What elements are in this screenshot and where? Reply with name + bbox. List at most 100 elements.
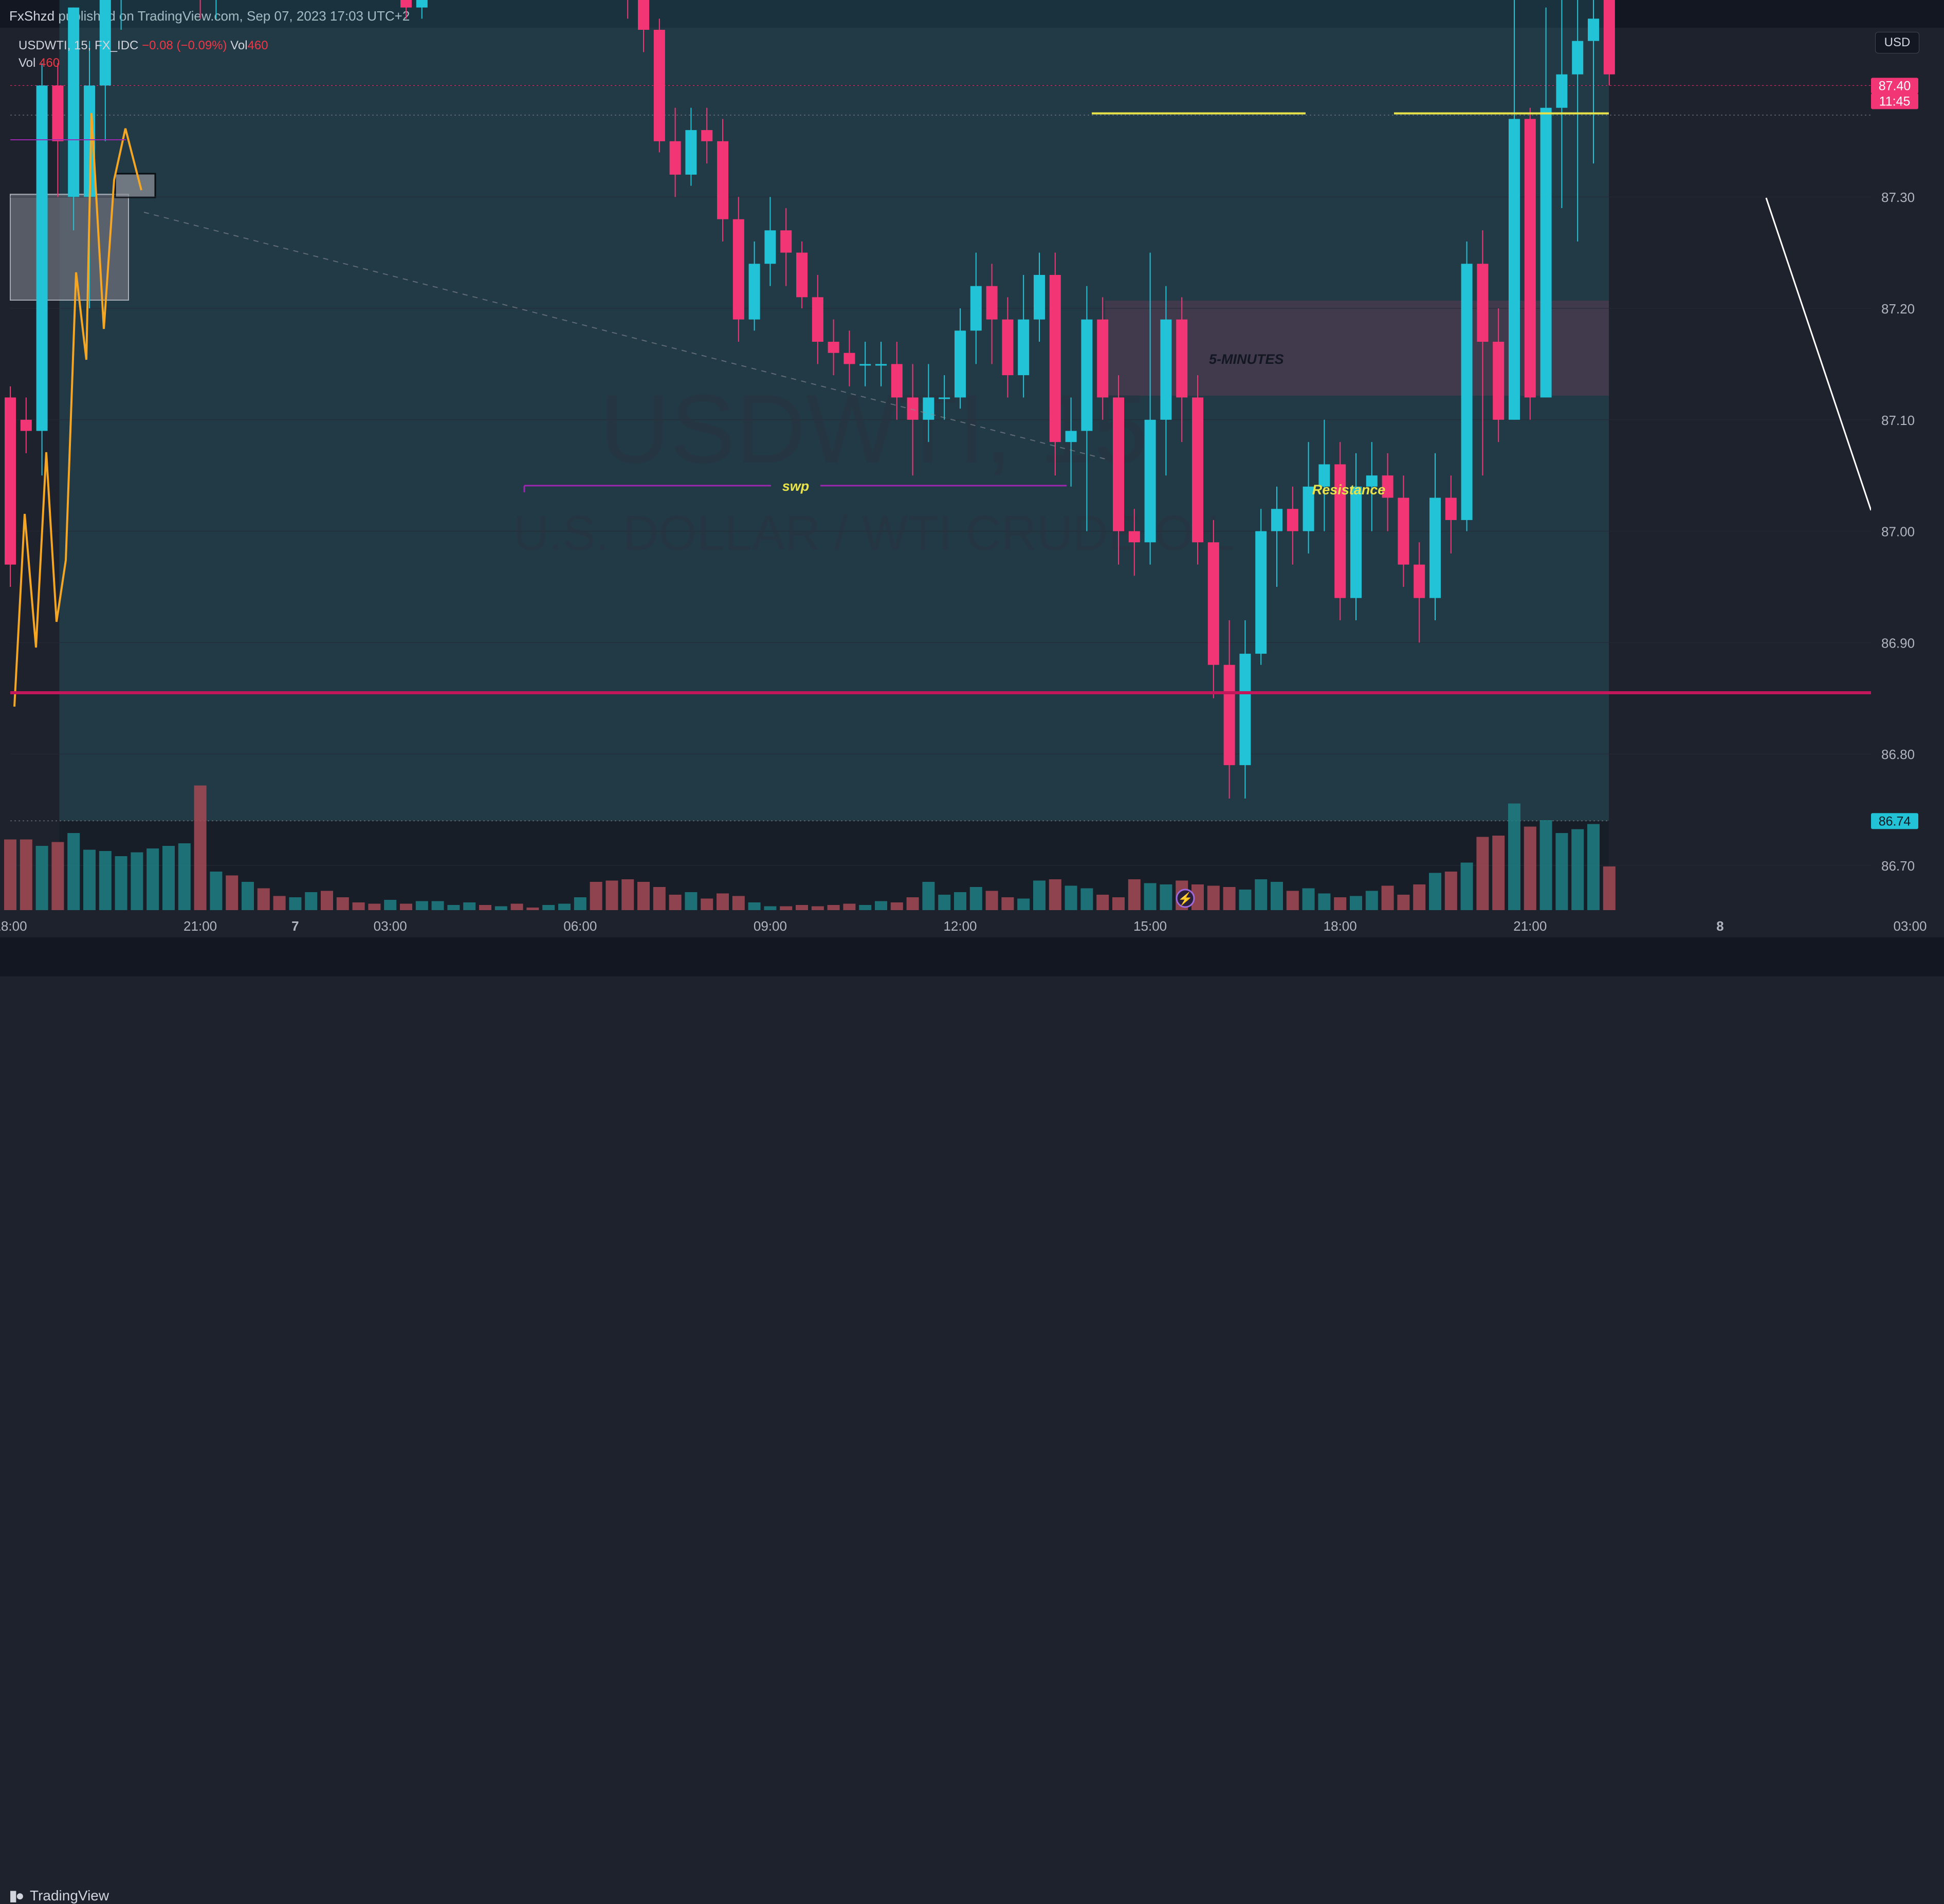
candle-body: [1176, 319, 1188, 398]
time-tick-label: 09:00: [754, 918, 787, 934]
volume-bar: [811, 906, 824, 910]
volume-bar: [843, 903, 856, 910]
volume-bar: [969, 887, 982, 910]
volume-bar: [1492, 836, 1505, 910]
projection-line: [1765, 197, 1872, 511]
candle-body: [1113, 397, 1124, 531]
candle-body: [986, 286, 998, 320]
legend: USDWTI, 15, FX_IDC −0.08 (−0.09%) Vol460…: [19, 37, 268, 72]
price-axis: 88.1088.0087.9087.8087.7087.6087.5087.40…: [1871, 28, 1944, 910]
grey-box-zone: [10, 194, 129, 301]
candle-body: [416, 0, 428, 8]
volume-bar: [415, 901, 428, 910]
time-tick-label: 03:00: [374, 918, 407, 934]
volume-bar: [1397, 895, 1410, 910]
candle-body: [1160, 319, 1172, 420]
candle-body: [1303, 486, 1314, 531]
candle-body: [732, 219, 744, 320]
candle-body: [1128, 531, 1140, 543]
time-tick-label: 18:00: [1324, 918, 1357, 934]
legend-vol-value: 460: [247, 39, 268, 52]
candle-body: [1477, 264, 1489, 342]
volume-bar: [637, 882, 650, 910]
legend-symbol[interactable]: USDWTI, 15, FX_IDC: [19, 39, 139, 52]
candle-body: [796, 252, 808, 298]
candle-body: [780, 230, 792, 253]
volume-bar: [273, 896, 286, 910]
volume-bar: [827, 905, 840, 910]
time-tick-label: 21:00: [184, 918, 217, 934]
candle-body: [1034, 274, 1045, 320]
volume-bar: [352, 902, 365, 910]
price-tick-label: 87.30: [1881, 190, 1915, 205]
volume-bar: [368, 903, 381, 910]
price-tick-label: 86.70: [1881, 858, 1915, 874]
volume-bar: [178, 843, 191, 910]
volume-bar: [1318, 893, 1331, 910]
candle-body: [1366, 475, 1378, 487]
currency-button[interactable]: USD: [1875, 32, 1919, 53]
volume-bar: [4, 839, 16, 910]
tradingview-logo[interactable]: ▮● TradingView: [9, 1887, 109, 1904]
volume-bar: [1207, 885, 1220, 910]
candle-body: [1239, 654, 1251, 765]
volume-bar: [400, 903, 412, 910]
volume-bar: [1350, 896, 1362, 910]
volume-bar: [1271, 882, 1283, 910]
volume-bar: [305, 892, 318, 910]
volume-bar: [494, 906, 507, 910]
candle-body: [52, 85, 64, 141]
volume-layer: [4, 785, 1616, 910]
candle-body: [1207, 542, 1219, 665]
candle-body: [828, 342, 839, 353]
candle-body: [1287, 509, 1298, 531]
price-badge-bg: [1871, 78, 1918, 94]
price-chart[interactable]: USDWTI, 15 U.S. DOLLAR / WTI CRUDE OIL 5…: [0, 0, 1944, 976]
price-badge: 87.40: [1871, 78, 1918, 94]
volume-bar: [1255, 879, 1268, 910]
volume-bar: [1017, 898, 1030, 910]
candles-layer: [5, 0, 1615, 799]
price-badge-text: 11:45: [1879, 94, 1911, 108]
candle-body: [669, 141, 681, 175]
volume-bar: [606, 880, 618, 910]
candle-body: [1318, 464, 1330, 487]
replay-icon: [1176, 889, 1195, 908]
price-badge-bg: [1871, 93, 1918, 109]
volume-bar: [1080, 888, 1093, 910]
volume-bar: [226, 875, 239, 910]
time-axis: 18:00 21:00 7 03:00 06:00 09:00 12:00 15:00 18:0…: [0, 910, 1944, 938]
volume-bar: [1302, 888, 1315, 910]
volume-bar: [669, 895, 682, 910]
volume-bar: [1286, 891, 1299, 910]
volume-bar: [590, 882, 602, 910]
volume-bar: [890, 902, 903, 910]
zones-layer: [10, 0, 1609, 910]
volume-bar: [780, 906, 793, 910]
legend-change: −0.08 (−0.09%): [142, 39, 227, 52]
legend-row-symbol: USDWTI, 15, FX_IDC −0.08 (−0.09%) Vol460: [19, 37, 268, 54]
candle-body: [1572, 41, 1584, 75]
volume-bar: [51, 842, 64, 910]
candle-body: [1414, 564, 1425, 598]
volume-bar: [431, 901, 444, 910]
volume-bar: [875, 901, 887, 910]
volume-bar: [1144, 883, 1157, 910]
legend-vol-label: Vol: [230, 39, 248, 52]
volume-bar: [1555, 833, 1568, 910]
volume-bar: [558, 903, 571, 910]
volume-bar: [321, 891, 333, 910]
volume-bar: [99, 851, 112, 910]
legend-vol-row-label[interactable]: Vol: [19, 56, 36, 70]
lightning-icon: ⚡: [1178, 892, 1193, 906]
candle-body: [1271, 509, 1282, 531]
volume-bar: [1508, 803, 1520, 910]
candle-body: [1382, 475, 1393, 498]
candle-body: [1334, 464, 1346, 598]
candle-body: [843, 353, 855, 364]
volume-bar: [954, 892, 966, 910]
volume-bar: [257, 888, 270, 910]
volume-bar: [1239, 890, 1252, 910]
